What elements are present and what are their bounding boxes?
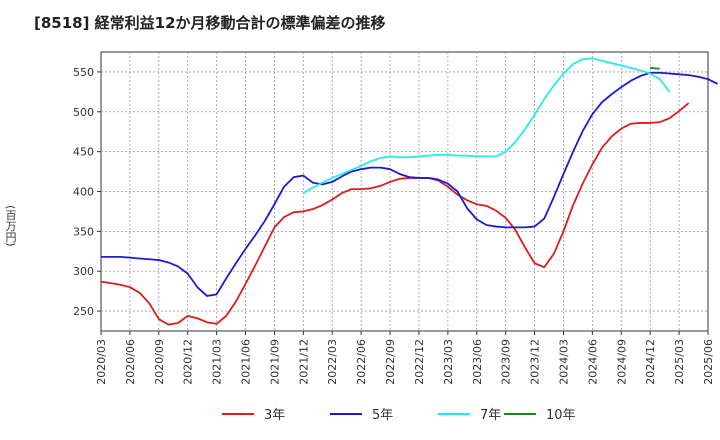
x-tick-label: 2020/09 (153, 339, 166, 385)
legend-label-4: 10年 (546, 408, 576, 423)
x-tick-label: 2024/06 (586, 339, 599, 385)
series-line-1 (100, 102, 690, 326)
x-tick-label: 2023/12 (529, 339, 542, 385)
x-tick-label: 2022/03 (326, 339, 339, 385)
legend-label-2: 5年 (372, 408, 393, 423)
x-tick-label: 2020/12 (182, 339, 195, 385)
series-line-3 (302, 57, 671, 194)
y-tick-label: 400 (73, 186, 94, 199)
y-tick-label: 250 (73, 305, 94, 318)
x-tick-label: 2021/03 (211, 339, 224, 385)
x-tick-label: 2025/03 (673, 339, 686, 385)
series-line-2 (101, 71, 719, 297)
x-tick-label: 2023/03 (442, 339, 455, 385)
y-tick-label: 350 (73, 225, 94, 238)
x-tick-label: 2023/06 (471, 339, 484, 385)
x-tick-label: 2025/06 (702, 339, 715, 385)
x-tick-label: 2022/09 (384, 339, 397, 385)
x-tick-label: 2021/12 (297, 339, 310, 385)
y-tick-label: 550 (73, 66, 94, 79)
x-tick-label: 2022/06 (355, 339, 368, 385)
legend-label-1: 3年 (264, 408, 285, 423)
x-tick-label: 2023/09 (500, 339, 513, 385)
plot-frame (100, 51, 709, 332)
x-tick-label: 2024/12 (644, 339, 657, 385)
y-tick-label: 300 (73, 265, 94, 278)
x-tick-label: 2022/12 (413, 339, 426, 385)
y-axis-label: (百万円) (4, 205, 17, 247)
x-tick-label: 2020/06 (124, 339, 137, 385)
legend-label-3: 7年 (480, 408, 501, 423)
x-tick-label: 2021/09 (268, 339, 281, 385)
x-tick-label: 2024/09 (615, 339, 628, 385)
series-line-4 (650, 67, 660, 70)
x-tick-label: 2021/06 (240, 339, 253, 385)
x-tick-label: 2024/03 (557, 339, 570, 385)
y-tick-label: 450 (73, 146, 94, 159)
chart-title: [8518] 経常利益12か月移動合計の標準偏差の推移 (34, 14, 386, 32)
x-tick-label: 2020/03 (95, 339, 108, 385)
y-tick-label: 500 (73, 106, 94, 119)
